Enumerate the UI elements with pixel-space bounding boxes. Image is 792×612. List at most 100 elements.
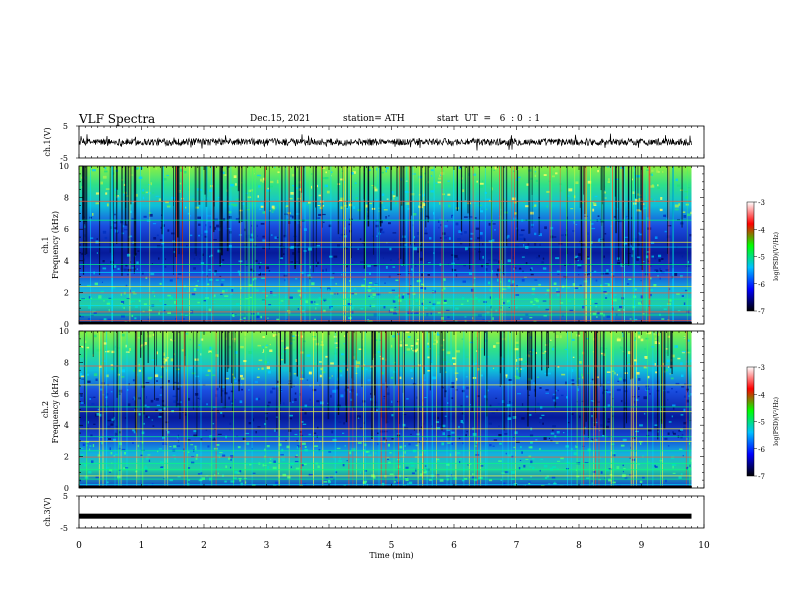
spectrogram-speckle [148,334,152,338]
spectrogram-speckle [617,309,621,311]
spectrogram-speckle [634,337,637,340]
spectrogram-speckle [479,185,483,188]
spectrogram-speckle [629,474,633,476]
spectrogram-speckle [368,282,373,284]
spectrogram-speckle [472,201,476,204]
spectrogram-speckle [351,448,356,452]
spectrogram-speckle [552,346,555,348]
spectrogram-speckle [667,432,670,435]
spectrogram-speckle [217,201,220,203]
frequency-band [79,276,692,278]
spectrogram-speckle [606,291,610,294]
spectrogram-speckle [131,267,135,269]
spectrogram-speckle [412,213,417,216]
spectrogram-speckle [417,250,419,253]
sferic-streak [402,166,405,266]
sferic-streak [109,166,111,253]
spectrogram-speckle [485,268,488,271]
spectrogram-speckle [193,267,196,270]
spectrogram-speckle [197,473,202,475]
spectrogram-speckle [469,404,471,406]
spectrogram-speckle [197,397,199,399]
spectrogram-speckle [371,287,376,290]
spectrogram-speckle [592,470,596,474]
spectrogram-speckle [373,475,376,479]
spectrogram-speckle [555,396,559,400]
impulse-line [612,166,613,324]
sferic-streak [238,331,240,392]
spectrogram-speckle [542,267,547,270]
spectrogram-speckle [188,188,190,191]
sferic-streak [400,166,402,259]
spectrogram-speckle [148,459,151,462]
spectrogram-speckle [539,417,542,419]
sferic-streak [179,331,181,420]
impulse-line [636,331,637,488]
spectrogram-speckle [197,216,201,219]
spectrogram-speckle [99,413,102,417]
sferic-streak [205,166,208,207]
spectrogram-speckle [691,177,692,180]
colorbar-label: log(PSD)(V²/Hz) [773,397,780,446]
spectrogram-speckle [508,415,511,417]
spectrogram-speckle [395,296,399,299]
spectrogram-speckle [300,335,303,338]
sferic-streak [154,331,155,400]
spectrogram-speckle [158,416,162,418]
sferic-streak [584,166,586,215]
spectrogram-speckle [169,296,173,300]
spectrogram-speckle [466,386,470,390]
sferic-streak [196,331,198,437]
spectrogram-speckle [477,299,480,303]
sferic-streak [204,166,207,195]
spectrogram-speckle [472,173,477,176]
spectrogram-speckle [632,304,636,308]
spectrogram-speckle [620,400,623,403]
spectrogram-speckle [93,312,97,314]
spectrogram-speckle [691,481,692,483]
spectrogram-speckle [93,423,96,425]
spectrogram-speckle [355,372,358,374]
spectrogram-speckle [589,380,592,382]
spectrogram-speckle [532,206,534,208]
spectrogram-speckle [521,278,525,282]
impulse-line [515,331,516,488]
spectrogram-speckle [136,459,139,461]
spectrogram-speckle [507,285,511,289]
spectrogram-speckle [105,188,110,190]
impulse-line [98,331,100,488]
sferic-streak [499,331,501,387]
sferic-streak [350,166,352,259]
spectrogram-speckle [489,404,492,407]
spectrogram-speckle [93,373,98,377]
spectrogram-speckle [659,277,661,280]
spectrogram-speckle [228,244,232,248]
spectrogram-speckle [375,409,378,412]
spectrogram-speckle [651,173,653,176]
spectrogram-speckle [520,229,525,232]
spectrogram-speckle [225,289,228,292]
spectrogram-speckle [592,312,597,316]
spectrogram-speckle [269,210,271,212]
spectrogram-speckle [298,188,302,191]
spectrogram-speckle [372,293,376,296]
spectrogram-speckle [414,237,419,240]
spectrogram-speckle [432,343,437,345]
spectrogram-speckle [681,386,685,388]
spectrogram-speckle [268,270,271,272]
sferic-streak [373,166,375,255]
sferic-streak [281,166,283,257]
spectrogram-speckle [458,425,460,429]
spectrogram-speckle [652,364,657,367]
spectrogram-speckle [91,169,96,172]
sferic-streak [634,166,637,199]
impulse-line [446,331,448,488]
spectrogram-speckle [624,402,627,404]
spectrogram-speckle [270,234,273,236]
spectrogram-speckle [482,319,486,321]
spectrogram-speckle [268,461,272,464]
spectrogram-speckle [569,309,574,312]
spectrogram-speckle [535,439,538,441]
spectrogram-speckle [596,425,599,429]
